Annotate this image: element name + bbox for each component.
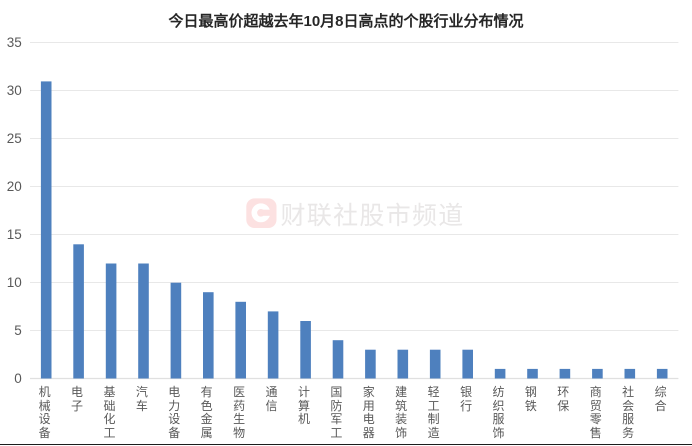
svg-text:0: 0 [14,371,22,386]
svg-text:10: 10 [7,275,22,290]
svg-text:30: 30 [7,83,22,98]
svg-text:25: 25 [7,131,22,146]
svg-text:5: 5 [14,323,22,338]
svg-text:15: 15 [7,227,22,242]
svg-text:20: 20 [7,179,22,194]
svg-text:35: 35 [7,35,22,50]
